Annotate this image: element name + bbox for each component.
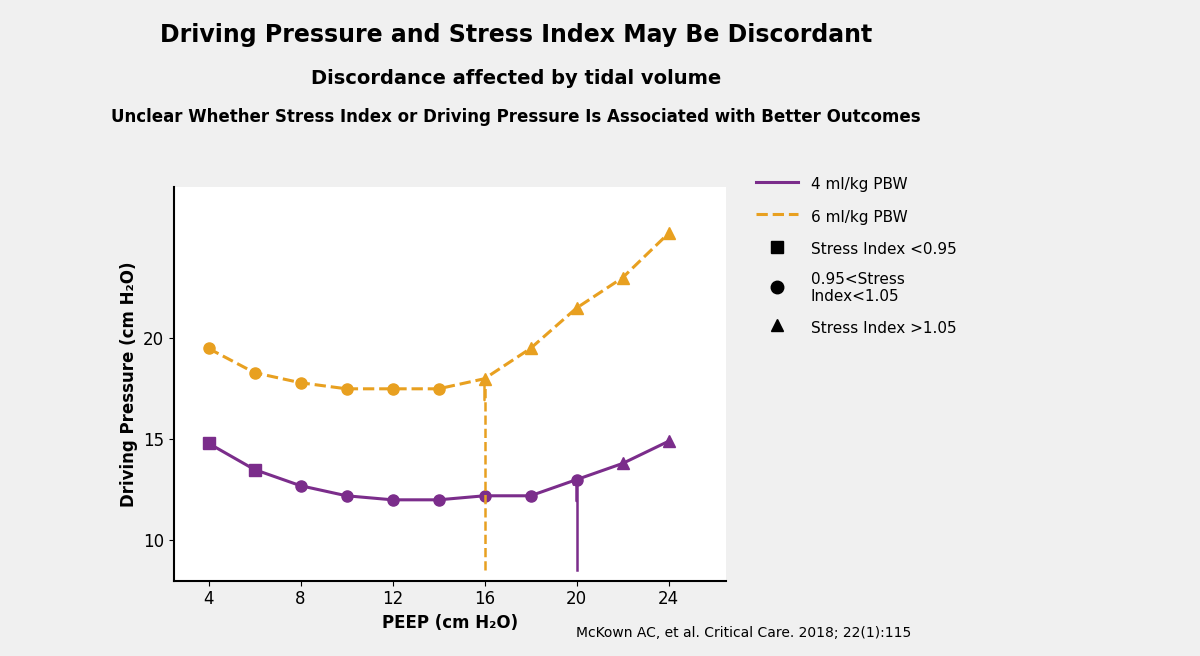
Text: Driving Pressure and Stress Index May Be Discordant: Driving Pressure and Stress Index May Be… xyxy=(160,23,872,47)
Legend: 4 ml/kg PBW, 6 ml/kg PBW, Stress Index <0.95, 0.95<Stress
Index<1.05, Stress Ind: 4 ml/kg PBW, 6 ml/kg PBW, Stress Index <… xyxy=(756,175,956,337)
Text: Discordance affected by tidal volume: Discordance affected by tidal volume xyxy=(311,69,721,88)
Text: McKown AC, et al. Critical Care. 2018; 22(1):115: McKown AC, et al. Critical Care. 2018; 2… xyxy=(576,626,912,640)
Text: Unclear Whether Stress Index or Driving Pressure Is Associated with Better Outco: Unclear Whether Stress Index or Driving … xyxy=(112,108,920,126)
X-axis label: PEEP (cm H₂O): PEEP (cm H₂O) xyxy=(382,614,518,632)
Y-axis label: Driving Pressure (cm H₂O): Driving Pressure (cm H₂O) xyxy=(120,261,138,506)
